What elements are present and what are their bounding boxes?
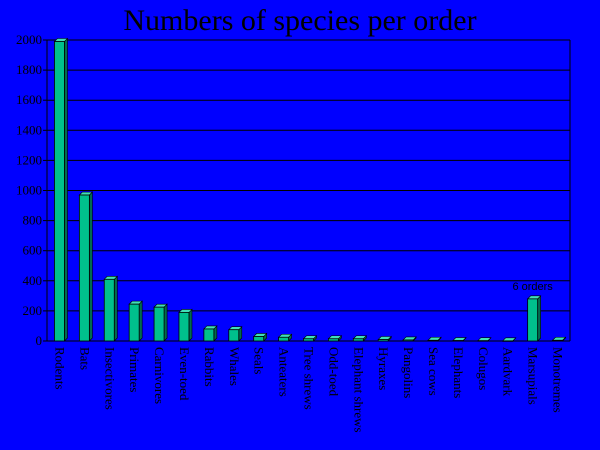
x-category-labels: Rodents Bats Insectivores Primates Carnivore… [52,347,565,433]
bar [526,295,542,342]
y-tick-label: 200 [23,303,43,318]
bar [53,37,69,342]
bar-front [303,338,314,342]
y-tick-label: 400 [23,273,43,288]
y-tick-label: 1400 [16,122,42,137]
x-tick-label: Rabbits [202,347,217,387]
bar [452,336,467,342]
bar-front [78,194,90,342]
bar-front [552,339,563,342]
y-tick-label: 800 [23,213,43,228]
x-tick-label: Rodents [52,347,67,390]
bar [277,333,293,342]
bar-side [537,295,541,342]
bar-front [54,41,65,342]
bar-side [163,303,168,342]
x-tick-label: Elephants [451,347,466,398]
x-tick-label: Even-toed [177,347,192,401]
x-tick-label: Seals [252,347,267,374]
bar-front [153,306,165,342]
bar [203,325,218,342]
x-tick-label: Colugos [476,347,491,390]
bar [128,300,143,342]
bar-side [138,300,143,342]
chart-title: Numbers of species per order [123,4,477,37]
bar-side [89,191,93,342]
bar-front [178,312,190,342]
y-tick-label: 1000 [16,183,42,198]
bar [327,335,343,342]
bar [477,336,492,342]
bar-top [502,337,517,342]
bar [153,303,168,342]
y-tick-label: 1800 [16,62,42,77]
x-tick-label: Marsupials [526,347,541,405]
bar-front [477,340,489,342]
bar-front [203,328,215,342]
bar [352,335,368,342]
bar-front [228,329,240,342]
bar [228,325,243,342]
bar [302,335,318,342]
bar [427,336,442,342]
x-tick-label: Carnivores [152,347,167,404]
bars [53,37,567,342]
x-tick-label: Tree shrews [302,347,317,410]
annotations: 6 orders [512,281,553,293]
bar-side [64,37,68,342]
bar-front [352,338,364,342]
x-tick-label: Pangolins [401,347,416,398]
bar-front [502,340,514,342]
y-tick-labels: 0 200 400 600 800 1000 1200 1400 1600 1800 2000 [16,32,42,348]
x-tick-label: Insectivores [102,347,117,410]
x-tick-label: Anteaters [277,347,292,397]
bar-side [113,275,118,342]
x-tick-label: Elephant shrews [351,347,366,433]
bar-front [452,340,464,342]
bar [252,332,268,342]
bar [377,335,392,342]
bar-side [188,308,193,342]
bar [551,336,567,342]
bar-front [253,336,265,342]
x-tick-label: Whales [227,347,242,386]
x-tick-label: Odd-toed [326,347,341,397]
bar-front [402,339,414,342]
bar [178,308,193,342]
bar-front [427,339,439,342]
x-tick-label: Monotremes [551,347,566,413]
y-tick-label: 2000 [16,32,42,47]
x-tick-label: Primates [127,347,142,393]
bar [502,337,517,342]
bar-front [527,298,539,342]
y-tick-label: 0 [36,333,43,348]
bar [402,336,417,342]
y-tick-label: 1600 [16,92,42,107]
y-tick-label: 1200 [16,152,42,167]
x-tick-label: Sea cows [426,347,441,396]
bar-front [278,336,289,342]
y-tick-label: 600 [23,243,43,258]
bar [78,191,94,342]
x-tick-label: Hyraxes [376,347,391,390]
x-tick-label: Aardvark [501,347,516,397]
x-tick-label: Bats [77,347,92,370]
bar-front [128,303,140,342]
bar [103,275,118,342]
bar-front [377,339,389,342]
bar-front [328,338,339,342]
gridlines [47,39,570,342]
annotation-label: 6 orders [512,281,553,293]
bar-front [103,278,115,342]
